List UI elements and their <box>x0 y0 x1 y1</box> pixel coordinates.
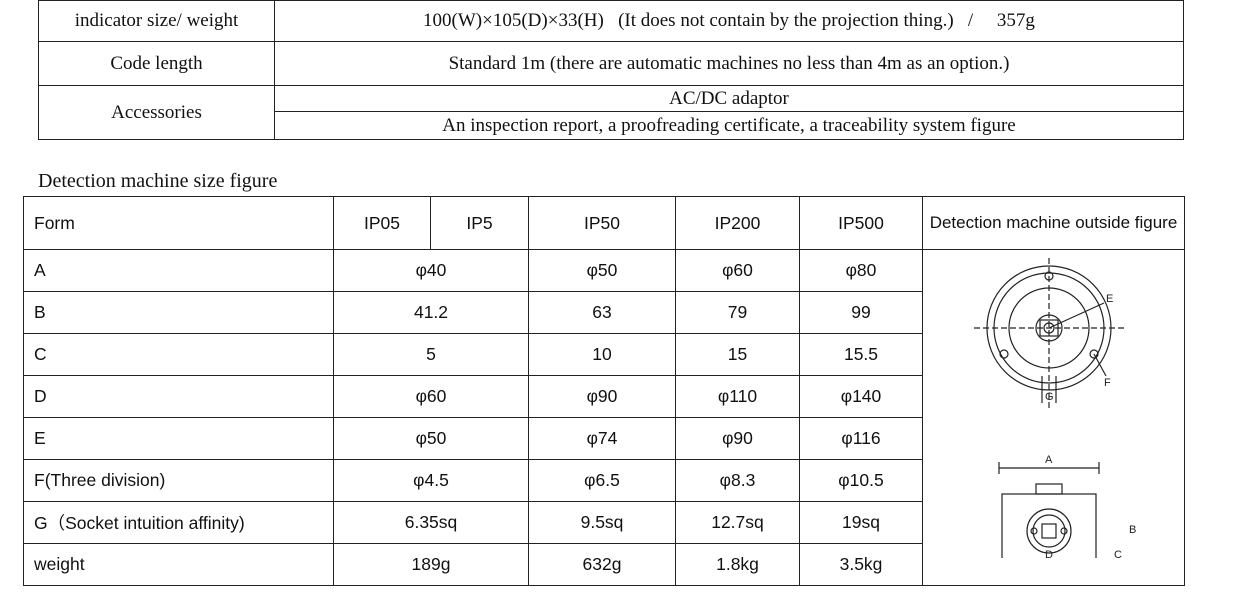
cell-ip05-ip5: φ60 <box>333 375 529 418</box>
cell-ip500: φ10.5 <box>799 459 923 502</box>
figure-label-e: E <box>1106 293 1113 305</box>
cell-ip50: 9.5sq <box>528 501 676 544</box>
header-model: IP50 <box>528 196 676 250</box>
header-form: Form <box>23 196 334 250</box>
figure-label-g: G <box>1045 391 1054 403</box>
table-row: B 41.2 63 79 99 <box>23 291 1185 334</box>
section-heading: Detection machine size figure <box>38 170 278 192</box>
spec-label: indicator size/ weight <box>38 0 275 42</box>
cell-ip50: 63 <box>528 291 676 334</box>
cell-ip500: 99 <box>799 291 923 334</box>
cell-ip200: φ8.3 <box>675 459 800 502</box>
cell-ip05-ip5: 41.2 <box>333 291 529 334</box>
cell-ip50: φ90 <box>528 375 676 418</box>
detection-machine-figure: E F G A B C D <box>973 258 1136 558</box>
cell-ip50: φ6.5 <box>528 459 676 502</box>
size-table: Form IP05 IP5 IP50 IP200 IP500 Detection… <box>23 196 1185 586</box>
cell-ip05-ip5: φ50 <box>333 417 529 460</box>
row-form: E <box>23 417 334 460</box>
spec-row-code-length: Code length Standard 1m (there are autom… <box>38 41 1184 86</box>
table-row: F(Three division) φ4.5 φ6.5 φ8.3 φ10.5 <box>23 459 1185 502</box>
cell-ip500: 15.5 <box>799 333 923 376</box>
cell-ip05-ip5: φ40 <box>333 249 529 292</box>
cell-ip05-ip5: 6.35sq <box>333 501 529 544</box>
cell-ip200: 15 <box>675 333 800 376</box>
spec-label: Accessories <box>38 85 275 140</box>
spec-row-accessories: Accessories AC/DC adaptor <box>38 85 1184 140</box>
figure-label-d: D <box>1045 549 1053 558</box>
figure-label-a: A <box>1045 454 1053 466</box>
figure-label-f: F <box>1104 377 1111 389</box>
cell-ip500: 3.5kg <box>799 543 923 586</box>
row-form: F(Three division) <box>23 459 334 502</box>
table-row: weight 189g 632g 1.8kg 3.5kg <box>23 543 1185 586</box>
cell-ip200: φ60 <box>675 249 800 292</box>
cell-ip05-ip5: φ4.5 <box>333 459 529 502</box>
spec-value: An inspection report, a proofreading cer… <box>274 111 1184 140</box>
table-row: A φ40 φ50 φ60 φ80 <box>23 249 1185 586</box>
row-form: G（Socket intuition affinity) <box>23 501 334 544</box>
cell-ip50: 632g <box>528 543 676 586</box>
header-model: IP05 <box>333 196 431 250</box>
table-row: G（Socket intuition affinity) 6.35sq 9.5s… <box>23 501 1185 544</box>
header-figure: Detection machine outside figure <box>922 196 1185 250</box>
cell-ip500: φ80 <box>799 249 923 292</box>
figure-cell: E F G A B C D <box>922 249 1185 586</box>
header-model: IP5 <box>430 196 529 250</box>
row-form: D <box>23 375 334 418</box>
spec-row-indicator: indicator size/ weight 100(W)×105(D)×33(… <box>38 0 1184 42</box>
cell-ip05-ip5: 5 <box>333 333 529 376</box>
figure-label-b: B <box>1129 524 1136 536</box>
spec-row-accessories-2: An inspection report, a proofreading cer… <box>39 111 1184 140</box>
table-row: C 5 10 15 15.5 <box>23 333 1185 376</box>
cell-ip200: 12.7sq <box>675 501 800 544</box>
cell-ip50: φ74 <box>528 417 676 460</box>
spec-value: 100(W)×105(D)×33(H) (It does not contain… <box>274 0 1184 42</box>
cell-ip200: 1.8kg <box>675 543 800 586</box>
cell-ip50: φ50 <box>528 249 676 292</box>
spec-value: AC/DC adaptor <box>274 85 1184 112</box>
spec-value: Standard 1m (there are automatic machine… <box>274 41 1184 86</box>
cell-ip50: 10 <box>528 333 676 376</box>
cell-ip200: φ110 <box>675 375 800 418</box>
cell-ip500: φ116 <box>799 417 923 460</box>
header-model: IP500 <box>799 196 923 250</box>
cell-ip05-ip5: 189g <box>333 543 529 586</box>
cell-ip200: φ90 <box>675 417 800 460</box>
cell-ip200: 79 <box>675 291 800 334</box>
spec-table: indicator size/ weight 100(W)×105(D)×33(… <box>38 0 1184 140</box>
row-form: B <box>23 291 334 334</box>
size-header-row: Form IP05 IP5 IP50 IP200 IP500 Detection… <box>23 196 1185 250</box>
header-model: IP200 <box>675 196 800 250</box>
row-form: weight <box>23 543 334 586</box>
figure-label-c: C <box>1114 549 1122 558</box>
cell-ip500: φ140 <box>799 375 923 418</box>
row-form: C <box>23 333 334 376</box>
spec-label: Code length <box>38 41 275 86</box>
row-form: A <box>23 249 334 292</box>
cell-ip500: 19sq <box>799 501 923 544</box>
